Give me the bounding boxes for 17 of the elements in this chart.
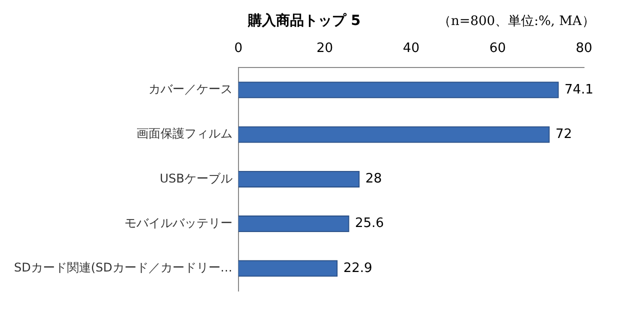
data-label: 22.9 (343, 260, 372, 276)
chart-subtitle: （n=800、単位:%, MA） (438, 13, 595, 30)
y-tick-label: 画面保護フィルム (136, 126, 232, 141)
data-label: 25.6 (354, 216, 384, 232)
x-tick-label: 60 (489, 41, 506, 56)
data-label: 72 (555, 126, 572, 142)
y-tick-label: SDカード関連(SDカード／カードリー… (14, 260, 232, 275)
x-tick-label: 80 (576, 41, 592, 56)
data-label: 74.1 (564, 82, 594, 98)
data-label: 28 (365, 172, 382, 187)
chart-title: 購入商品トップ 5 (248, 12, 361, 30)
x-tick-label: 20 (316, 41, 334, 56)
x-tick-label: 0 (234, 41, 243, 56)
x-tick-label: 40 (402, 41, 420, 56)
y-tick-label: USBケーブル (160, 171, 232, 186)
y-tick-label: モバイルバッテリー (124, 216, 232, 230)
y-tick-label: カバー／ケース (148, 82, 232, 96)
